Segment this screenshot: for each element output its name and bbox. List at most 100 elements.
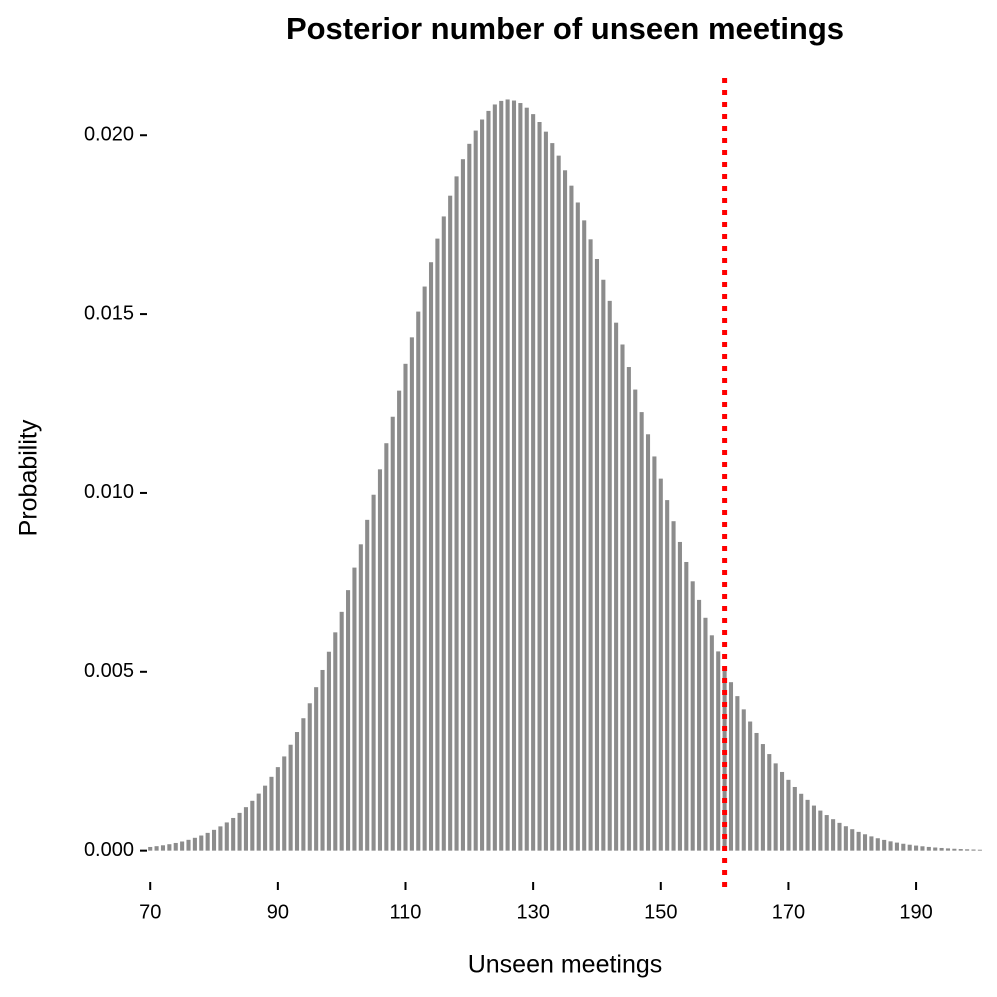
bar — [192, 837, 197, 851]
bar — [326, 651, 331, 851]
bar — [671, 521, 676, 851]
bar — [684, 561, 689, 851]
bar — [799, 793, 804, 851]
bar — [582, 220, 587, 851]
bar — [856, 831, 861, 851]
bar — [218, 826, 223, 851]
bar — [588, 239, 593, 851]
bar — [352, 567, 357, 851]
chart-title: Posterior number of unseen meetings — [286, 11, 844, 46]
bar — [939, 847, 944, 851]
bar — [703, 617, 708, 851]
bar — [716, 651, 721, 851]
bar — [792, 786, 797, 851]
bar — [677, 541, 682, 851]
bar — [741, 709, 746, 851]
bar — [550, 143, 555, 851]
bar — [639, 412, 644, 851]
x-axis-title: Unseen meetings — [468, 951, 663, 979]
bar — [645, 434, 651, 851]
bar — [620, 344, 625, 851]
bar — [384, 443, 389, 851]
bar — [709, 635, 714, 851]
x-tick-label: 150 — [644, 901, 677, 923]
bar — [448, 195, 453, 851]
bar — [594, 259, 600, 851]
bar — [377, 469, 383, 851]
bar — [760, 744, 765, 851]
y-tick-label: 0.015 — [84, 302, 134, 324]
bar — [397, 390, 402, 851]
bar — [926, 846, 931, 851]
bar — [173, 842, 178, 851]
bar — [314, 687, 319, 851]
bar — [473, 130, 478, 851]
bar — [288, 744, 293, 851]
bar — [894, 842, 899, 851]
bar — [486, 110, 491, 851]
bar — [186, 839, 191, 851]
bar — [160, 845, 166, 851]
bar — [180, 841, 185, 851]
bar — [154, 846, 159, 851]
bar — [869, 836, 874, 851]
x-tick-label: 130 — [516, 901, 549, 923]
bar — [920, 846, 925, 851]
bar — [531, 114, 536, 851]
bar — [773, 763, 778, 851]
bar — [480, 119, 485, 851]
bar — [358, 544, 363, 851]
bar — [422, 286, 427, 851]
y-tick-label: 0.005 — [84, 660, 134, 682]
bar — [403, 363, 408, 851]
bar — [454, 176, 459, 851]
bar — [748, 721, 753, 851]
bar — [665, 500, 670, 851]
bar — [843, 826, 848, 851]
bar — [850, 829, 855, 851]
bar — [307, 703, 312, 851]
y-tick-label: 0.010 — [84, 481, 134, 503]
bar — [320, 669, 325, 851]
bar — [346, 590, 351, 851]
bar — [824, 815, 829, 851]
bar — [786, 779, 791, 851]
bar — [460, 159, 465, 851]
bar — [390, 416, 395, 851]
bar — [735, 696, 740, 851]
bar — [199, 835, 204, 851]
bar — [914, 845, 919, 851]
bar — [767, 754, 772, 851]
bar — [499, 100, 504, 851]
bar — [205, 832, 210, 851]
bar — [805, 799, 810, 851]
bar — [728, 682, 734, 851]
bar — [575, 202, 580, 851]
x-tick-label: 90 — [267, 901, 289, 923]
bar — [441, 216, 446, 851]
bar — [435, 238, 440, 851]
bar — [837, 822, 842, 851]
bar — [301, 718, 306, 851]
bar — [269, 776, 274, 851]
y-tick-label: 0.000 — [84, 839, 134, 861]
bar — [365, 519, 370, 851]
bar — [977, 849, 982, 851]
bar — [211, 829, 217, 851]
bar — [626, 367, 631, 851]
y-tick-label: 0.020 — [84, 124, 134, 146]
bar — [409, 337, 414, 851]
bar — [971, 849, 976, 851]
bar — [658, 478, 663, 851]
bar — [614, 322, 619, 851]
bar — [901, 843, 906, 851]
bar — [652, 456, 657, 851]
x-tick-label: 190 — [899, 901, 932, 923]
x-tick-label: 170 — [772, 901, 805, 923]
bar — [231, 817, 236, 851]
bar — [945, 848, 951, 851]
bar — [524, 107, 529, 851]
bar — [243, 807, 248, 851]
bar — [511, 100, 517, 851]
